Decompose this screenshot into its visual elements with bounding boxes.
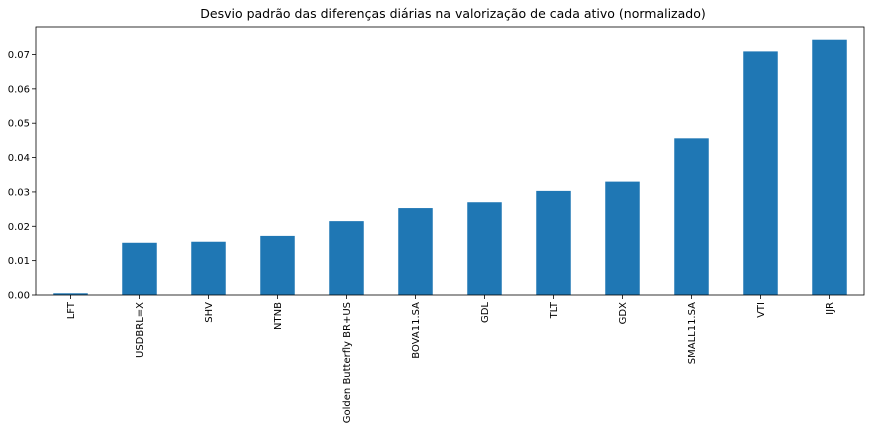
bar-shv (191, 241, 226, 295)
y-tick-label: 0.05 (8, 119, 30, 130)
x-tick-label: LFT (66, 301, 77, 319)
bar-ijr (812, 39, 847, 295)
y-tick-label: 0.02 (8, 222, 30, 233)
x-tick-label: BOVA11.SA (411, 302, 422, 359)
y-tick-label: 0.06 (8, 84, 30, 95)
bar-golden-butterfly-br-us (329, 221, 364, 295)
x-tick-label: GDX (618, 302, 629, 324)
x-tick-label: NTNB (273, 302, 284, 330)
y-tick-label: 0.01 (8, 256, 30, 267)
bar-gdl (467, 202, 502, 295)
plot-area: 0.00 0.01 0.02 0.03 0.04 0.05 0.06 0.07 LFT USDBR… (8, 26, 865, 423)
bar-small11-sa (674, 138, 709, 295)
x-tick-label: TLT (549, 301, 560, 319)
bar-tlt (536, 190, 571, 295)
x-tick-label: SMALL11.SA (687, 302, 698, 364)
bar-vti (743, 51, 778, 296)
x-tick-label: GDL (480, 302, 491, 323)
x-tick-label: VTI (756, 302, 767, 318)
x-tick-label: SHV (204, 302, 215, 323)
bar-usdbrl-x (122, 242, 157, 295)
y-tick-label: 0.00 (8, 291, 30, 302)
bar-bova11-sa (398, 208, 433, 295)
x-tick-label: IJR (825, 302, 836, 315)
x-tick-label: USDBRL=X (135, 302, 146, 358)
x-tick-label: Golden Butterfly BR+US (342, 302, 353, 423)
y-tick-label: 0.04 (8, 153, 30, 164)
bar-ntnb (260, 235, 295, 295)
y-tick-label: 0.03 (8, 187, 30, 198)
chart-title: Desvio padrão das diferenças diárias na … (200, 6, 705, 21)
bar-gdx (605, 181, 640, 295)
bar-lft (53, 293, 88, 295)
y-tick-label: 0.07 (8, 50, 30, 61)
axes-frame (35, 26, 865, 296)
